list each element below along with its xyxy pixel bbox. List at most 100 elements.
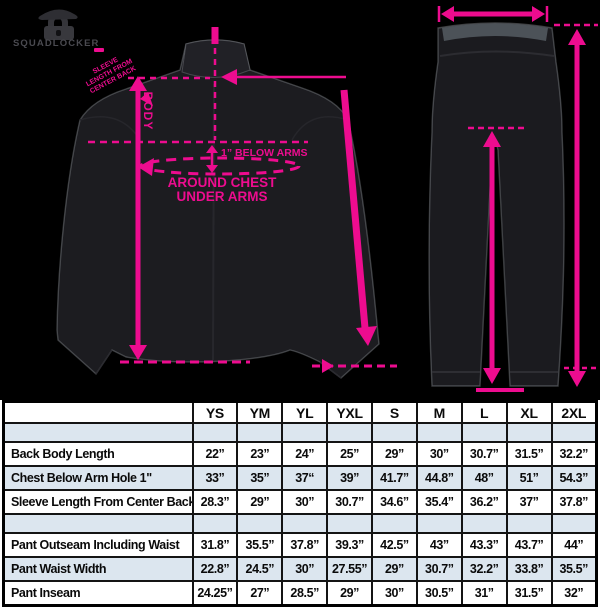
measurement-value: 28.5”	[281, 580, 329, 607]
measurement-value: 24”	[281, 441, 329, 467]
measurement-value: 41.7”	[371, 465, 418, 491]
measurement-value: 30.7”	[415, 556, 463, 582]
measurement-value: 39”	[326, 465, 373, 491]
measurement-value: 30”	[281, 556, 329, 582]
measurement-value: 30”	[281, 489, 329, 515]
measurement-value: 43.7”	[505, 532, 553, 558]
size-column-header: YS	[191, 400, 239, 424]
measurement-value	[236, 422, 284, 443]
chest-arrowhead-left	[138, 158, 154, 176]
spacer-row	[2, 422, 598, 443]
measurement-value: 24.5”	[236, 556, 284, 582]
measurement-value	[281, 422, 329, 443]
lock-cap-icon	[38, 9, 78, 40]
measurement-value: 24.25”	[191, 580, 239, 607]
measurement-value: 23”	[236, 441, 284, 467]
sleeve-arrowhead-down	[356, 326, 377, 346]
measurement-label	[2, 422, 194, 443]
measurement-value	[191, 422, 239, 443]
measurement-value: 31”	[460, 580, 508, 607]
inseam-arrowhead-up	[483, 131, 501, 147]
diagram-area: SQUADLOCKER	[0, 0, 600, 400]
measurement-value	[191, 513, 239, 534]
measurement-value: 36.2”	[460, 489, 508, 515]
brand-logo: SQUADLOCKER	[10, 4, 120, 56]
measurement-annotations: BODY 1” BELOW ARMS AROUND CHEST UNDER AR…	[85, 6, 598, 392]
measurement-value: 37”	[505, 489, 553, 515]
measurement-value: 37“	[281, 465, 329, 491]
measurement-value	[460, 422, 508, 443]
measurement-value: 31.8”	[191, 532, 239, 558]
measurement-value: 30”	[415, 441, 463, 467]
measurement-value: 44”	[550, 532, 598, 558]
size-column-header: YL	[281, 400, 329, 424]
sleeve-note-label: SLEEVE LENGTH FROM CENTER BACK	[85, 56, 137, 95]
logo-pink-mark	[94, 48, 104, 52]
measurement-value	[326, 513, 373, 534]
measurement-label: Chest Below Arm Hole 1"	[2, 465, 194, 491]
body-arrowhead-up	[129, 76, 147, 91]
measurement-value: 34.6”	[371, 489, 418, 515]
size-column-header: M	[415, 400, 463, 424]
measurement-value: 29”	[236, 489, 284, 515]
size-column-header: 2XL	[550, 400, 598, 424]
measurement-value	[460, 513, 508, 534]
measurement-value: 22.8”	[191, 556, 239, 582]
chest-ellipse	[139, 156, 301, 176]
sleeve-arrowhead-left	[221, 69, 237, 85]
inseam-arrowhead-down	[483, 368, 501, 384]
cuff-arrowhead-right	[322, 359, 334, 373]
body-label: BODY	[141, 92, 155, 131]
measurement-row: Sleeve Length From Center Back 28.3” 29” 30…	[2, 489, 598, 515]
measurement-value: 37.8”	[281, 532, 329, 558]
measurement-value: 30.5”	[415, 580, 463, 607]
size-chart-table: YS YM YL YXL S M L XL 2XL Back Body Length 22” 23”…	[2, 400, 598, 607]
measurement-value: 35.4”	[415, 489, 463, 515]
measurement-value: 43.3”	[460, 532, 508, 558]
below-arms-label: 1” BELOW ARMS	[221, 147, 308, 159]
measurement-value: 35.5”	[550, 556, 598, 582]
measurement-value: 30.7”	[326, 489, 373, 515]
measurement-value	[505, 513, 553, 534]
measurement-value	[550, 513, 598, 534]
measurement-row: Pant Inseam 24.25” 27” 28.5” 29” 30” 30.5” 31” 3…	[2, 580, 598, 607]
measurement-value: 51”	[505, 465, 553, 491]
measurement-value: 35.5”	[236, 532, 284, 558]
around-chest-label-line2: UNDER ARMS	[177, 189, 268, 204]
body-arrowhead-down	[129, 345, 147, 360]
brand-wordmark: SQUADLOCKER	[13, 38, 100, 49]
size-header-empty-cell	[2, 400, 194, 424]
measurement-label	[2, 513, 194, 534]
measurement-label: Sleeve Length From Center Back	[2, 489, 194, 515]
measurement-value: 27”	[236, 580, 284, 607]
measurement-label: Back Body Length	[2, 441, 194, 467]
measurement-value: 29”	[326, 580, 373, 607]
outseam-arrowhead-down	[568, 371, 586, 387]
measurement-value: 54.3”	[550, 465, 598, 491]
measurement-label: Pant Waist Width	[2, 556, 194, 582]
measurement-value	[415, 513, 463, 534]
around-chest-label-line1: AROUND CHEST	[168, 175, 278, 190]
measurement-value: 42.5”	[371, 532, 418, 558]
measurement-row: Back Body Length 22” 23” 24” 25” 29” 30” 30.7” 3…	[2, 441, 598, 467]
measurement-value	[236, 513, 284, 534]
measurement-value: 27.55”	[326, 556, 373, 582]
measurement-row: Pant Outseam Including Waist 31.8” 35.5” 37…	[2, 532, 598, 558]
size-column-header: YXL	[326, 400, 373, 424]
sleeve-note-arrowhead	[140, 92, 153, 106]
measurement-value: 35”	[236, 465, 284, 491]
measurement-value: 29”	[371, 441, 418, 467]
measurement-value	[415, 422, 463, 443]
sleeve-diagonal-arrow	[340, 89, 369, 329]
measurement-value: 48”	[460, 465, 508, 491]
measurement-value: 32.2”	[550, 441, 598, 467]
size-chart-table-wrap: YS YM YL YXL S M L XL 2XL Back Body Length 22” 23”…	[2, 400, 598, 607]
pant-waist-arrowhead-left	[441, 6, 454, 22]
measurement-value: 43”	[415, 532, 463, 558]
measurement-value	[371, 422, 418, 443]
measurement-value	[326, 422, 373, 443]
pants-silhouette	[428, 22, 565, 387]
measurement-value: 33.8”	[505, 556, 553, 582]
measurement-row: Chest Below Arm Hole 1" 33” 35” 37“ 39” 41.7”…	[2, 465, 598, 491]
measurement-value: 32.2”	[460, 556, 508, 582]
